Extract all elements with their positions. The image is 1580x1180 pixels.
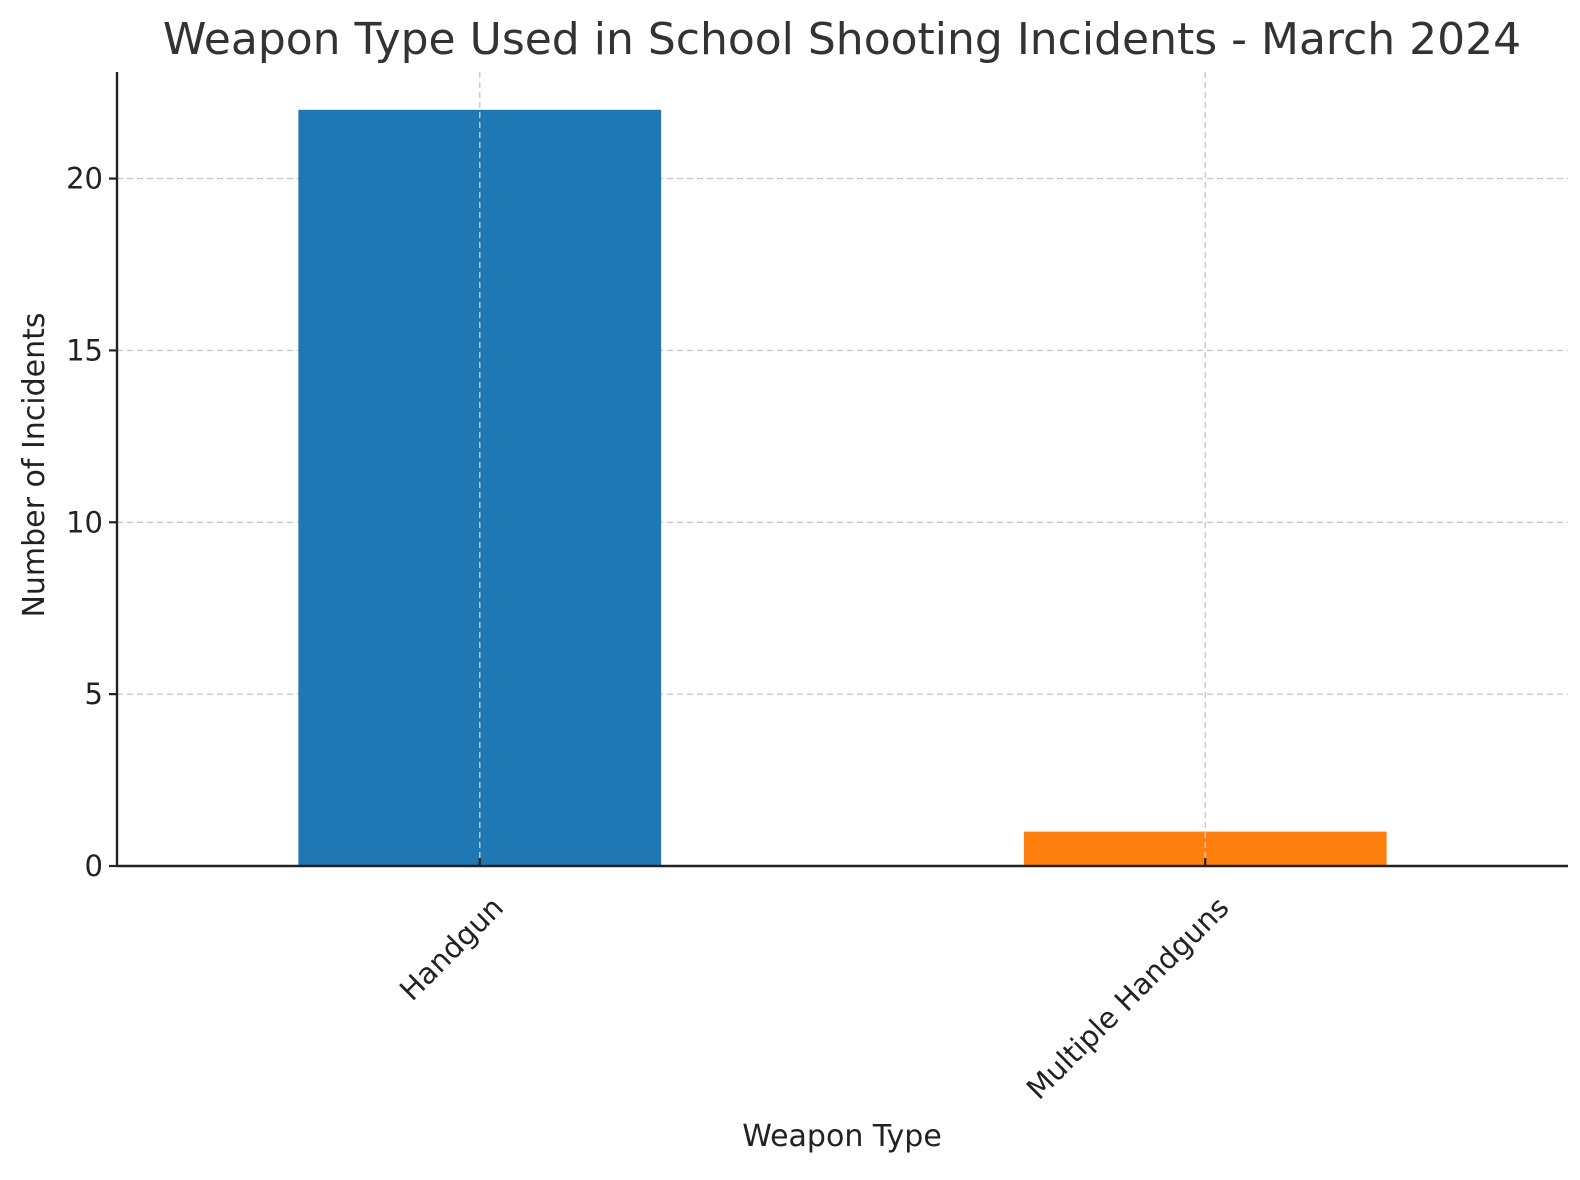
y-axis-label: Number of Incidents <box>17 312 52 617</box>
chart-title: Weapon Type Used in School Shooting Inci… <box>163 14 1521 65</box>
x-tick-label: Handgun <box>393 890 510 1007</box>
y-tick-label: 0 <box>85 849 103 883</box>
y-tick-label: 20 <box>66 162 103 196</box>
axis-layer <box>115 72 1568 868</box>
bar-layer <box>298 109 1387 867</box>
y-tick-label: 10 <box>66 505 103 539</box>
x-tick-label: Multiple Handguns <box>1020 890 1236 1106</box>
x-axis-label: Weapon Type <box>742 1119 942 1154</box>
y-tick-label: 5 <box>85 677 103 711</box>
y-tick-label: 15 <box>66 333 103 367</box>
